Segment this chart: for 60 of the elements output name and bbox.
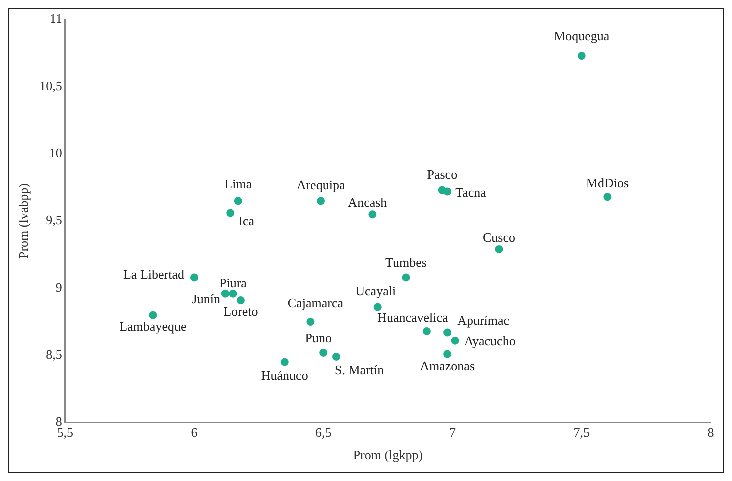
y-tick-label: 8,5 (46, 347, 62, 362)
point (444, 188, 452, 196)
y-axis-title: Prom (lvabpp) (16, 184, 32, 260)
point (190, 274, 198, 282)
point (422, 327, 431, 336)
point (226, 209, 235, 218)
point (368, 210, 377, 219)
annotation: Huancavelica (378, 310, 449, 325)
annotation: Huánuco (261, 368, 308, 383)
point (149, 311, 158, 320)
annotation: Puno (305, 330, 332, 346)
annotation: S. Martín (334, 362, 385, 378)
point (236, 296, 245, 305)
annotation: Ancash (348, 195, 388, 210)
annotation: Ayacucho (464, 333, 516, 348)
annotation: MdDios (586, 176, 630, 191)
point (280, 358, 289, 366)
point (332, 352, 341, 361)
point (320, 348, 328, 357)
annotation: Cusco (482, 230, 516, 245)
x-tick-label: 6 (191, 425, 198, 440)
annotation: Apurímac (458, 313, 510, 328)
point (578, 52, 586, 60)
annotation: Junín (192, 291, 221, 306)
y-tick-label: 9 (56, 280, 62, 295)
point (451, 336, 460, 345)
x-tick-label: 8 (708, 425, 714, 440)
x-tick-label: 7,5 (574, 425, 590, 440)
y-tick-label: 10 (49, 146, 62, 161)
point (221, 290, 230, 298)
annotation: Lima (224, 176, 252, 192)
point (444, 350, 452, 358)
point (317, 197, 326, 206)
annotation: Piura (219, 275, 248, 290)
point (229, 290, 238, 298)
point (374, 303, 382, 312)
x-axis-title: Prom (lgkpp) (353, 448, 424, 463)
y-tick-label: 11 (50, 11, 62, 26)
annotation: Moquegua (554, 28, 610, 44)
annotation: Arequipa (296, 178, 346, 193)
y-tick-label: 9,5 (46, 212, 62, 228)
point (604, 193, 612, 202)
annotation: Cajamarca (288, 295, 344, 310)
point (402, 274, 410, 282)
annotation: Tacna (456, 185, 487, 200)
point (234, 197, 242, 206)
annotation: Pasco (427, 166, 458, 182)
y-tick-label: 10,5 (40, 78, 62, 94)
point (306, 318, 315, 326)
annotation: La Libertad (123, 267, 185, 282)
annotation: Lambayeque (120, 318, 187, 334)
annotation: Amazonas (420, 358, 476, 374)
x-tick-label: 7 (449, 425, 456, 440)
point (495, 246, 504, 254)
annotation: Ica (238, 214, 255, 229)
annotation: Tumbes (386, 255, 427, 270)
point (444, 328, 452, 337)
annotation: Ucayali (356, 284, 396, 299)
annotation: Loreto (224, 304, 258, 319)
x-tick-label: 6,5 (315, 425, 332, 440)
